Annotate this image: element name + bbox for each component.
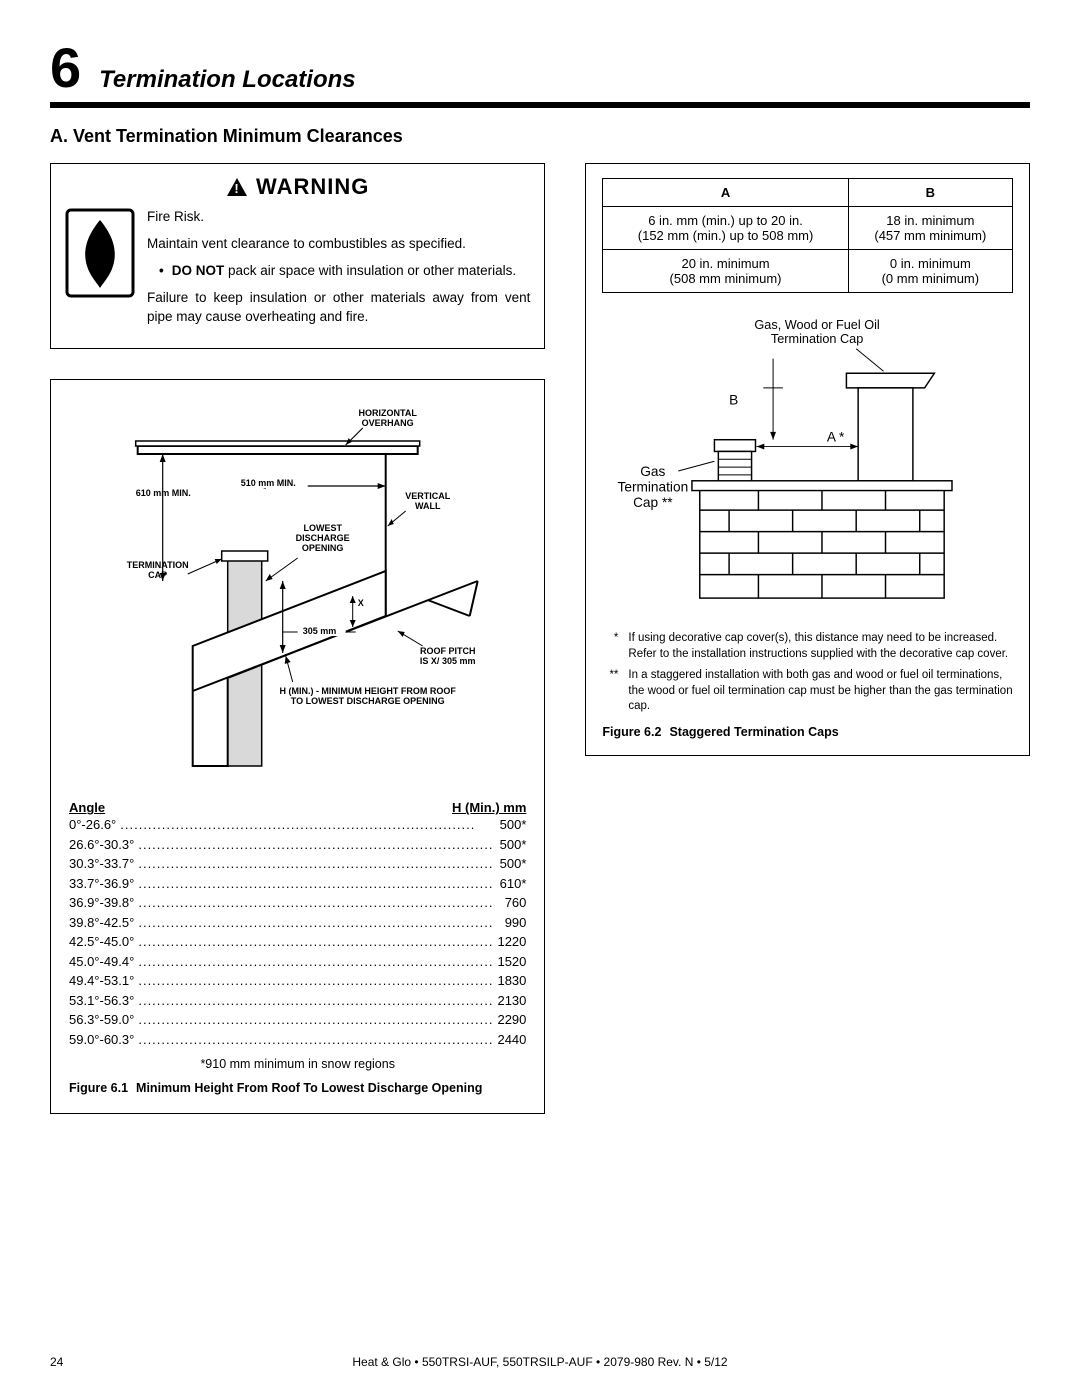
svg-text:HORIZONTALOVERHANG: HORIZONTALOVERHANG: [359, 408, 418, 428]
snow-note: *910 mm minimum in snow regions: [69, 1057, 526, 1071]
cell-b2: 0 in. minimum(0 mm minimum): [848, 250, 1012, 293]
figure-6-2-diagram: Gas, Wood or Fuel OilTermination Cap: [602, 311, 1013, 631]
svg-text:TERMINATIONCAP: TERMINATIONCAP: [127, 560, 189, 580]
svg-text:305 mm: 305 mm: [303, 626, 337, 636]
left-column: ! WARNING Fire Risk. Maintain vent clear…: [50, 163, 545, 1114]
svg-text:GasTerminationCap **: GasTerminationCap **: [618, 464, 689, 510]
svg-text:Gas, Wood or Fuel OilTerminati: Gas, Wood or Fuel OilTermination Cap: [755, 318, 880, 346]
angle-row: 36.9°-39.8°.............................…: [69, 893, 526, 913]
figure-6-2-notes: * If using decorative cap cover(s), this …: [602, 631, 1013, 715]
angle-row: 39.8°-42.5°.............................…: [69, 913, 526, 933]
figure-6-1-diagram: HORIZONTALOVERHANG VERTICALWALL 610 mm M…: [69, 396, 526, 796]
svg-text:H (MIN.) - MINIMUM HEIGHT FROM: H (MIN.) - MINIMUM HEIGHT FROM ROOFTO LO…: [279, 686, 456, 706]
figure-6-2-box: AB 6 in. mm (min.) up to 20 in.(152 mm (…: [585, 163, 1030, 756]
svg-text:ROOF PITCHIS X/ 305 mm: ROOF PITCHIS X/ 305 mm: [420, 646, 476, 666]
angle-row: 49.4°-53.1°.............................…: [69, 971, 526, 991]
section-number: 6: [50, 40, 81, 96]
section-title: Termination Locations: [99, 66, 355, 94]
col-angle: Angle: [69, 800, 105, 815]
cell-a1: 6 in. mm (min.) up to 20 in.(152 mm (min…: [603, 207, 848, 250]
warning-body1: Maintain vent clearance to combustibles …: [147, 235, 530, 254]
col-hmin: H (Min.) mm: [452, 800, 526, 815]
angle-row: 56.3°-59.0°.............................…: [69, 1010, 526, 1030]
angle-row: 45.0°-49.4°.............................…: [69, 952, 526, 972]
figure-6-2-caption: Figure 6.2 Staggered Termination Caps: [602, 725, 1013, 739]
th-a: A: [603, 179, 848, 207]
angle-row: 0°-26.6°................................…: [69, 815, 526, 835]
warning-text: Fire Risk. Maintain vent clearance to co…: [147, 208, 530, 334]
angle-row: 33.7°-36.9°.............................…: [69, 874, 526, 894]
angle-row: 26.6°-30.3°.............................…: [69, 835, 526, 855]
section-header: 6 Termination Locations: [50, 40, 1030, 96]
flame-icon: [65, 208, 135, 298]
warning-body2: Failure to keep insulation or other mate…: [147, 289, 530, 327]
angle-row: 53.1°-56.3°.............................…: [69, 991, 526, 1011]
svg-text:LOWESTDISCHARGEOPENING: LOWESTDISCHARGEOPENING: [296, 523, 350, 553]
note-asterisk: *: [602, 631, 618, 662]
clearance-table: AB 6 in. mm (min.) up to 20 in.(152 mm (…: [602, 178, 1013, 293]
angle-row: 42.5°-45.0°.............................…: [69, 932, 526, 952]
svg-text:B: B: [729, 393, 738, 408]
right-column: AB 6 in. mm (min.) up to 20 in.(152 mm (…: [585, 163, 1030, 1114]
warning-bullet: DO NOT pack air space with insulation or…: [159, 262, 530, 281]
th-b: B: [848, 179, 1012, 207]
warning-header: ! WARNING: [65, 174, 530, 200]
note1-text: If using decorative cap cover(s), this d…: [628, 631, 1013, 662]
angle-row: 59.0°-60.3°.............................…: [69, 1030, 526, 1050]
angle-table-header: Angle H (Min.) mm: [69, 800, 526, 815]
svg-text:610 mm MIN.: 610 mm MIN.: [136, 488, 191, 498]
cell-b1: 18 in. minimum(457 mm minimum): [848, 207, 1012, 250]
cell-a2: 20 in. minimum(508 mm minimum): [603, 250, 848, 293]
note-double-asterisk: **: [602, 668, 618, 715]
svg-text:X: X: [358, 598, 364, 608]
angle-table-rows: 0°-26.6°................................…: [69, 815, 526, 1049]
svg-text:!: !: [234, 181, 239, 196]
warning-risk: Fire Risk.: [147, 208, 530, 227]
warning-label: WARNING: [256, 174, 369, 200]
page-footer: Heat & Glo • 550TRSI-AUF, 550TRSILP-AUF …: [0, 1355, 1080, 1369]
angle-row: 30.3°-33.7°.............................…: [69, 854, 526, 874]
svg-text:VERTICALWALL: VERTICALWALL: [405, 491, 451, 511]
subsection-heading: A. Vent Termination Minimum Clearances: [50, 126, 1030, 147]
note2-text: In a staggered installation with both ga…: [628, 668, 1013, 715]
svg-text:A *: A *: [827, 430, 845, 445]
section-rule: [50, 102, 1030, 108]
warning-box: ! WARNING Fire Risk. Maintain vent clear…: [50, 163, 545, 349]
svg-text:510 mm MIN.: 510 mm MIN.: [241, 478, 296, 488]
figure-6-1-box: HORIZONTALOVERHANG VERTICALWALL 610 mm M…: [50, 379, 545, 1114]
figure-6-1-caption: Figure 6.1 Minimum Height From Roof To L…: [69, 1081, 526, 1095]
warning-triangle-icon: !: [226, 177, 248, 197]
